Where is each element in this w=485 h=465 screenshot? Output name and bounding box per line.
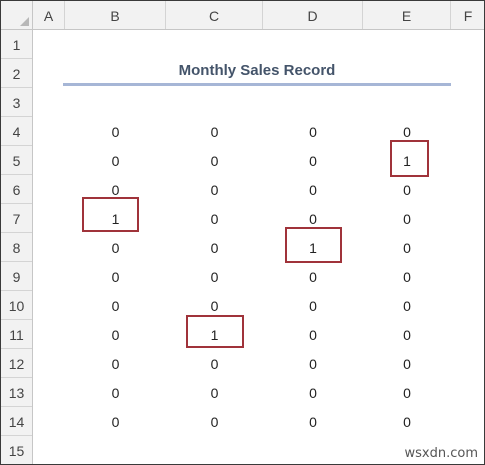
highlight-box-c11 bbox=[186, 315, 244, 348]
cell-b6[interactable]: 0 bbox=[111, 182, 120, 198]
column-header-d[interactable]: D bbox=[263, 1, 363, 29]
row-header-5[interactable]: 5 bbox=[1, 146, 32, 175]
cell-d13[interactable]: 0 bbox=[309, 385, 317, 401]
title-underline bbox=[63, 83, 451, 86]
row-header-14[interactable]: 14 bbox=[1, 407, 32, 436]
cell-c14[interactable]: 0 bbox=[210, 414, 219, 430]
column-header-e[interactable]: E bbox=[363, 1, 451, 29]
column-header-f[interactable]: F bbox=[463, 8, 473, 24]
cell-b13[interactable]: 0 bbox=[111, 385, 120, 401]
cell-c7[interactable]: 0 bbox=[210, 211, 219, 227]
cell-c12[interactable]: 0 bbox=[210, 356, 219, 372]
cell-b4[interactable]: 0 bbox=[111, 124, 120, 140]
cell-e4[interactable]: 0 bbox=[403, 124, 411, 140]
cell-c5[interactable]: 0 bbox=[210, 153, 219, 169]
row-header-7[interactable]: 7 bbox=[1, 204, 32, 233]
cell-c9[interactable]: 0 bbox=[210, 269, 219, 285]
cell-b12[interactable]: 0 bbox=[111, 356, 120, 372]
cell-d11[interactable]: 0 bbox=[309, 327, 317, 343]
cell-b14[interactable]: 0 bbox=[111, 414, 120, 430]
cell-c11[interactable]: 1 bbox=[210, 327, 219, 343]
cell-d9[interactable]: 0 bbox=[309, 269, 317, 285]
row-header-15[interactable]: 15 bbox=[1, 436, 32, 464]
column-header-c[interactable]: C bbox=[166, 1, 263, 29]
row-header-3[interactable]: 3 bbox=[1, 88, 32, 117]
cell-b9[interactable]: 0 bbox=[111, 269, 120, 285]
sheet-title[interactable]: Monthly Sales Record bbox=[178, 62, 336, 79]
cell-c13[interactable]: 0 bbox=[210, 385, 219, 401]
cell-d4[interactable]: 0 bbox=[309, 124, 317, 140]
cell-b5[interactable]: 0 bbox=[111, 153, 120, 169]
cell-e13[interactable]: 0 bbox=[403, 385, 411, 401]
highlight-box-b7 bbox=[82, 197, 139, 232]
row-header-13[interactable]: 13 bbox=[1, 378, 32, 407]
row-header-4[interactable]: 4 bbox=[1, 117, 32, 146]
cell-e11[interactable]: 0 bbox=[403, 327, 411, 343]
column-header-a[interactable]: A bbox=[33, 1, 65, 29]
column-header-b[interactable]: B bbox=[65, 1, 166, 29]
cell-e8[interactable]: 0 bbox=[403, 240, 411, 256]
cell-e12[interactable]: 0 bbox=[403, 356, 411, 372]
cell-d10[interactable]: 0 bbox=[309, 298, 317, 314]
cell-b8[interactable]: 0 bbox=[111, 240, 120, 256]
cell-b11[interactable]: 0 bbox=[111, 327, 120, 343]
cell-e7[interactable]: 0 bbox=[403, 211, 411, 227]
cell-d5[interactable]: 0 bbox=[309, 153, 317, 169]
cell-d12[interactable]: 0 bbox=[309, 356, 317, 372]
cell-e14[interactable]: 0 bbox=[403, 414, 411, 430]
cell-d14[interactable]: 0 bbox=[309, 414, 317, 430]
cell-c10[interactable]: 0 bbox=[210, 298, 219, 314]
cell-d6[interactable]: 0 bbox=[309, 182, 317, 198]
cell-e10[interactable]: 0 bbox=[403, 298, 411, 314]
row-header-6[interactable]: 6 bbox=[1, 175, 32, 204]
row-header-10[interactable]: 10 bbox=[1, 291, 32, 320]
row-header-9[interactable]: 9 bbox=[1, 262, 32, 291]
row-header-bar: 1 2 3 4 5 6 7 8 9 10 11 12 13 14 15 bbox=[1, 30, 33, 464]
cell-d7[interactable]: 0 bbox=[309, 211, 317, 227]
cell-e6[interactable]: 0 bbox=[403, 182, 411, 198]
cell-c6[interactable]: 0 bbox=[210, 182, 219, 198]
cell-b7[interactable]: 1 bbox=[111, 211, 120, 227]
cell-b10[interactable]: 0 bbox=[111, 298, 120, 314]
watermark-text: wsxdn.com bbox=[404, 446, 479, 461]
row-header-2[interactable]: 2 bbox=[1, 59, 32, 88]
row-header-11[interactable]: 11 bbox=[1, 320, 32, 349]
select-all-triangle-icon bbox=[20, 17, 29, 26]
highlight-box-e5 bbox=[390, 140, 429, 177]
row-header-8[interactable]: 8 bbox=[1, 233, 32, 262]
cell-d8[interactable]: 1 bbox=[309, 240, 317, 256]
cell-c8[interactable]: 0 bbox=[210, 240, 219, 256]
cell-e5[interactable]: 1 bbox=[403, 153, 411, 169]
select-all-corner[interactable] bbox=[1, 1, 33, 29]
highlight-box-d8 bbox=[285, 227, 342, 263]
cell-c4[interactable]: 0 bbox=[210, 124, 219, 140]
cell-e9[interactable]: 0 bbox=[403, 269, 411, 285]
row-header-1[interactable]: 1 bbox=[1, 30, 32, 59]
column-header-bar: A B C D E F bbox=[1, 1, 484, 30]
row-header-12[interactable]: 12 bbox=[1, 349, 32, 378]
